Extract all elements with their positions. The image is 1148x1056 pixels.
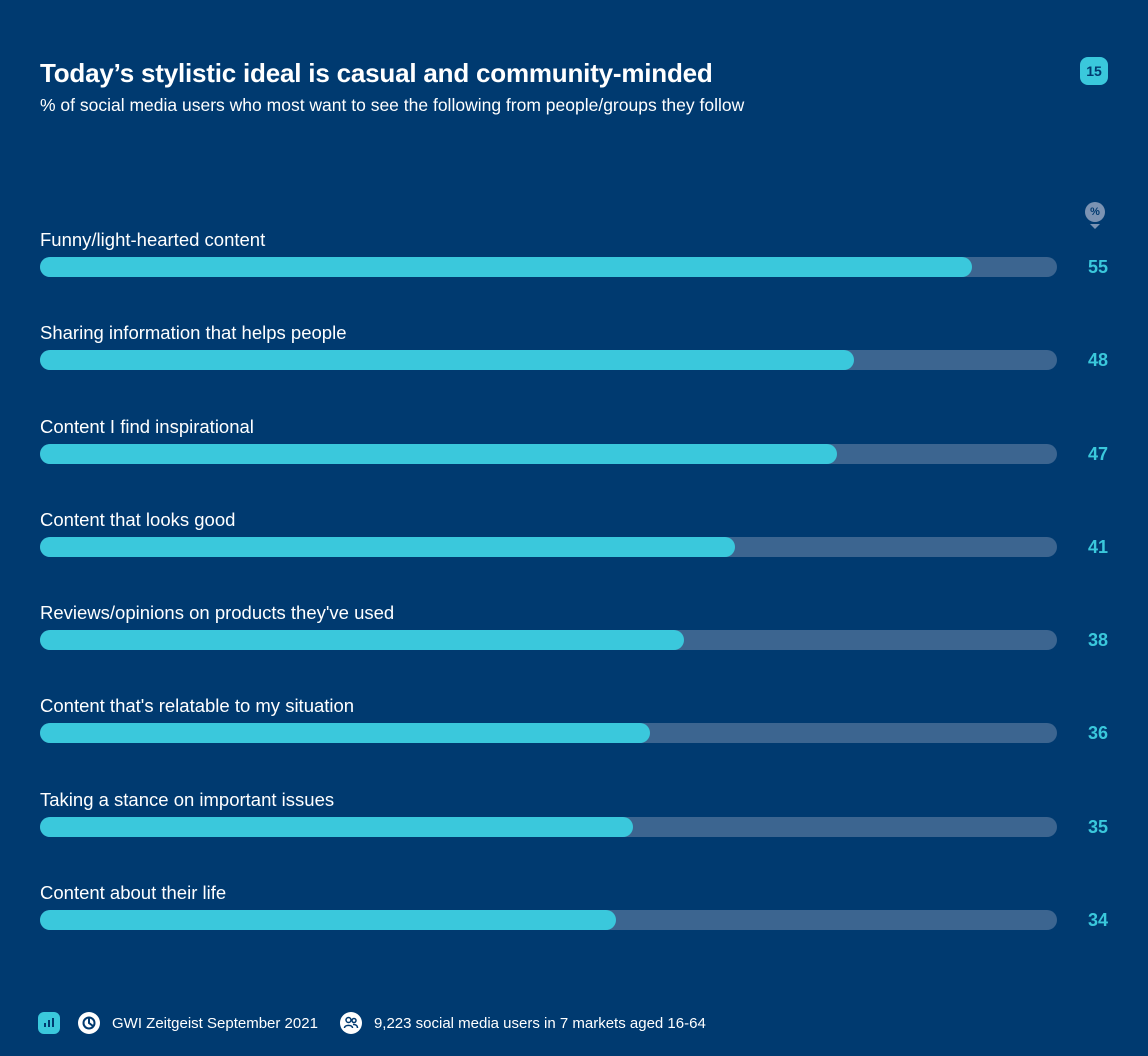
bar-label: Content that looks good	[40, 508, 236, 530]
bar-row: Sharing information that helps people 48	[40, 321, 1110, 414]
bar-value-label: 41	[1087, 536, 1108, 557]
bar-value-label: 38	[1087, 630, 1108, 651]
bar-value-label: 48	[1087, 350, 1108, 371]
bar-track	[40, 910, 1057, 931]
bar	[40, 723, 651, 744]
bar-value-label: 35	[1087, 816, 1108, 837]
chart-subtitle: % of social media users who most want to…	[40, 95, 745, 115]
bar-label: Taking a stance on important issues	[40, 788, 335, 810]
footer-sample: 9,223 social media users in 7 markets ag…	[373, 1014, 706, 1032]
bar	[40, 257, 973, 277]
footer-source: GWI Zeitgeist September 2021	[112, 1014, 318, 1032]
page-number-badge: 15	[1080, 57, 1108, 85]
caret-down-icon	[1090, 224, 1100, 229]
people-icon	[339, 1012, 362, 1034]
bar-track	[40, 723, 1057, 744]
footer: GWI Zeitgeist September 2021 9,223 socia…	[38, 1012, 728, 1034]
bar-label: Reviews/opinions on products they've use…	[40, 602, 395, 624]
bar-track	[40, 443, 1057, 464]
bar-row: Content I find inspirational 47	[40, 415, 1110, 508]
percent-marker: %	[1085, 202, 1105, 230]
bar-row: Content that's relatable to my situation…	[40, 694, 1110, 787]
bar	[40, 350, 854, 371]
bar	[40, 536, 735, 557]
bar-row: Content that looks good 41	[40, 508, 1110, 601]
bar	[40, 910, 617, 931]
bar-label: Sharing information that helps people	[40, 322, 347, 344]
bar-track	[40, 257, 1057, 277]
bar-value-label: 34	[1087, 910, 1108, 931]
bar-row: Content about their life 34	[40, 881, 1110, 974]
bar-label: Content that's relatable to my situation	[40, 695, 355, 717]
chart-icon[interactable]	[38, 1012, 60, 1034]
bar-track	[40, 350, 1057, 371]
bar-row: Reviews/opinions on products they've use…	[40, 601, 1110, 694]
bar-label: Content about their life	[40, 882, 227, 904]
bar-row: Taking a stance on important issues 35	[40, 788, 1110, 881]
bar-row: Funny/light-hearted content 55	[40, 228, 1110, 321]
bar-track	[40, 816, 1057, 837]
bar	[40, 630, 685, 651]
gwi-logo-icon	[78, 1012, 100, 1034]
bar-track	[40, 536, 1057, 557]
bar-label: Content I find inspirational	[40, 415, 254, 437]
bar-chart: Funny/light-hearted content 55 Sharing inf…	[40, 228, 1110, 974]
bar-value-label: 36	[1087, 723, 1108, 744]
percent-marker-label: %	[1085, 202, 1105, 222]
bar-label: Funny/light-hearted content	[40, 229, 266, 250]
bar	[40, 443, 837, 464]
bar	[40, 816, 634, 837]
bar-track	[40, 630, 1057, 651]
bar-value-label: 47	[1087, 443, 1108, 464]
chart-title: Today’s stylistic ideal is casual and co…	[40, 58, 713, 88]
bar-value-label: 55	[1087, 257, 1108, 277]
